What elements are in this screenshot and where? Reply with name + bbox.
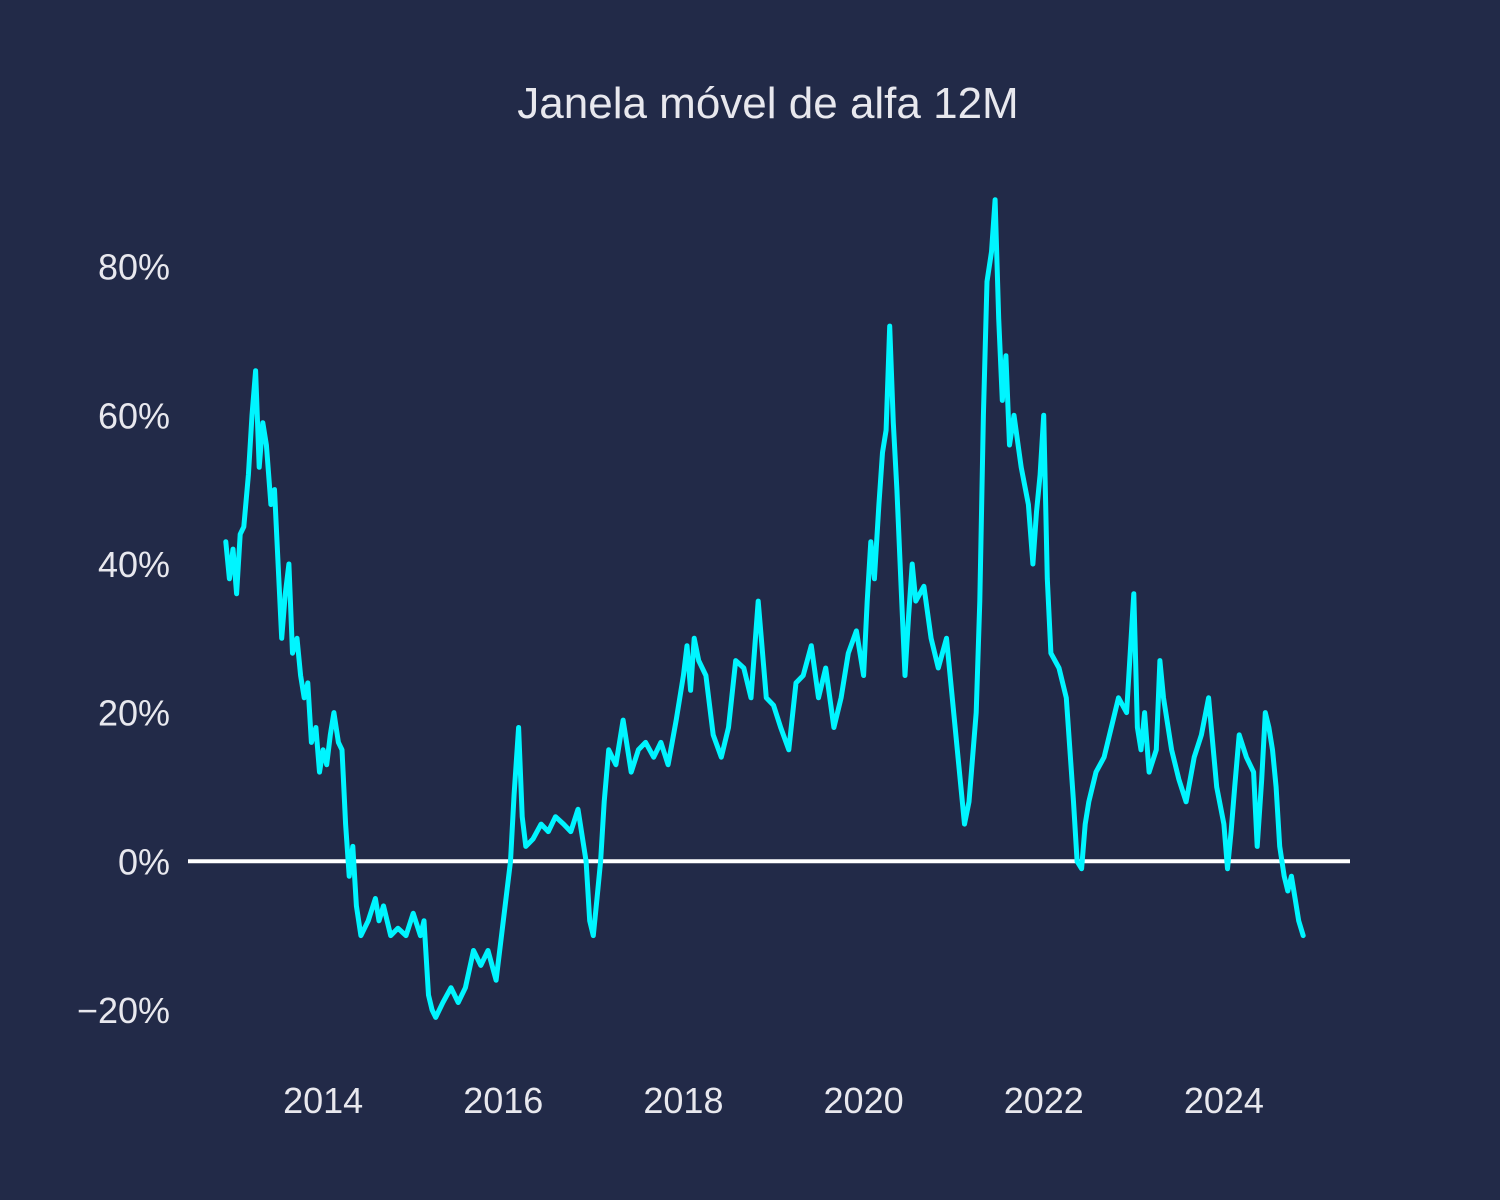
x-tick-label: 2020 <box>824 1080 904 1121</box>
y-tick-label: 80% <box>98 247 170 288</box>
x-tick-label: 2016 <box>463 1080 543 1121</box>
x-tick-label: 2024 <box>1184 1080 1264 1121</box>
x-axis-ticks: 2014 2016 2018 2020 2022 2024 <box>283 1080 1264 1121</box>
x-tick-label: 2018 <box>643 1080 723 1121</box>
chart-title: Janela móvel de alfa 12M <box>517 79 1018 128</box>
x-tick-label: 2022 <box>1004 1080 1084 1121</box>
y-tick-label: 60% <box>98 395 170 436</box>
y-axis-ticks: −20% 0% 20% 40% 60% 80% <box>77 247 170 1031</box>
y-tick-label: −20% <box>77 990 170 1031</box>
y-tick-label: 20% <box>98 693 170 734</box>
y-tick-label: 0% <box>118 841 170 882</box>
series-line-alpha-12m <box>223 197 1306 1020</box>
x-tick-label: 2014 <box>283 1080 363 1121</box>
y-tick-label: 40% <box>98 544 170 585</box>
